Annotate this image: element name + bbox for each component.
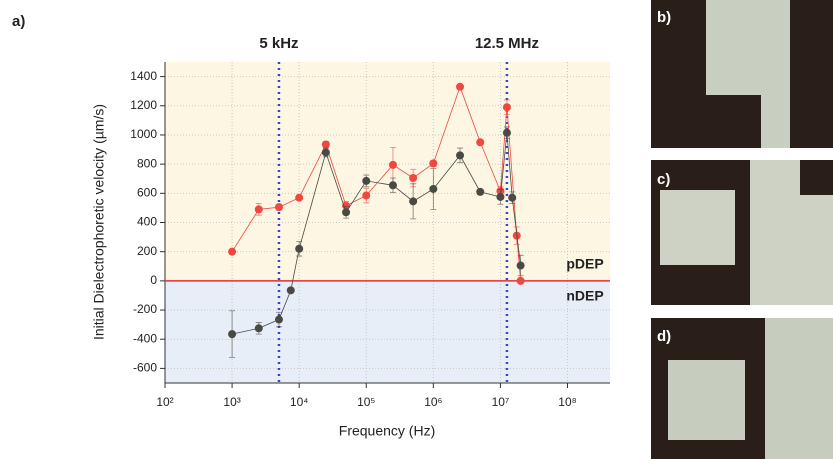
data-point bbox=[321, 148, 330, 157]
electrode bbox=[651, 318, 765, 459]
y-tick-label: -400 bbox=[133, 331, 157, 345]
y-tick-label: -600 bbox=[133, 361, 157, 375]
data-point bbox=[476, 138, 485, 147]
data-point bbox=[388, 160, 397, 169]
micrograph bbox=[651, 0, 833, 459]
marker-label: 5 kHz bbox=[259, 35, 298, 52]
data-point bbox=[496, 192, 505, 201]
data-point bbox=[456, 151, 465, 160]
data-point bbox=[502, 128, 511, 137]
x-tick-label: 10² bbox=[156, 395, 173, 409]
y-tick-label: 400 bbox=[137, 215, 157, 229]
data-point bbox=[516, 261, 525, 270]
region-negative bbox=[165, 280, 610, 383]
data-point bbox=[476, 187, 485, 196]
data-point bbox=[409, 197, 418, 206]
data-point bbox=[228, 247, 237, 256]
electrode bbox=[790, 0, 833, 148]
y-tick-label: -200 bbox=[133, 302, 157, 316]
region-label: pDEP bbox=[566, 256, 603, 272]
data-point bbox=[508, 193, 517, 202]
x-axis-label: Frequency (Hz) bbox=[339, 423, 435, 439]
x-tick-label: 10⁴ bbox=[290, 395, 309, 409]
data-point bbox=[429, 159, 438, 168]
y-axis-label: Initial Dielectrophoretic velocity (µm/s… bbox=[91, 104, 107, 340]
x-tick-label: 10⁵ bbox=[357, 395, 375, 409]
data-point bbox=[456, 82, 465, 91]
data-point bbox=[295, 244, 304, 253]
y-tick-label: 1400 bbox=[130, 69, 157, 83]
data-point bbox=[362, 191, 371, 200]
data-point bbox=[362, 176, 371, 185]
region-label: nDEP bbox=[566, 288, 603, 304]
data-point bbox=[254, 205, 263, 214]
data-point bbox=[409, 173, 418, 182]
data-point bbox=[274, 203, 283, 212]
y-tick-label: 600 bbox=[137, 185, 157, 199]
data-point bbox=[388, 181, 397, 190]
data-point bbox=[295, 193, 304, 202]
electrode bbox=[706, 95, 761, 148]
y-tick-label: 1000 bbox=[130, 127, 157, 141]
image-label: c) bbox=[657, 171, 670, 188]
x-tick-label: 10³ bbox=[223, 395, 240, 409]
data-point bbox=[502, 103, 511, 112]
data-point bbox=[516, 276, 525, 285]
x-tick-label: 10⁸ bbox=[558, 395, 576, 409]
data-point bbox=[429, 184, 438, 193]
series-line bbox=[231, 85, 522, 281]
x-tick-label: 10⁷ bbox=[492, 395, 510, 409]
data-point bbox=[228, 330, 237, 339]
data-point bbox=[321, 140, 330, 149]
data-point bbox=[342, 208, 351, 217]
y-tick-label: 800 bbox=[137, 156, 157, 170]
x-tick-label: 10⁶ bbox=[424, 395, 442, 409]
electrode bbox=[651, 0, 706, 148]
data-point bbox=[254, 324, 263, 333]
data-point bbox=[342, 201, 351, 210]
electrode bbox=[651, 160, 750, 305]
data-point bbox=[286, 286, 295, 295]
image-label: d) bbox=[657, 328, 671, 345]
plot: -600 -400 -200 0 200 400 600 800 1000 1200 1400 10²… bbox=[130, 35, 610, 409]
y-tick-label: 1200 bbox=[130, 98, 157, 112]
image-label: b) bbox=[657, 9, 671, 26]
y-tick-label: 0 bbox=[150, 273, 157, 287]
data-point bbox=[274, 315, 283, 324]
electrode bbox=[800, 160, 833, 195]
marker-label: 12.5 MHz bbox=[475, 35, 539, 52]
panel-label: a) bbox=[12, 13, 25, 30]
y-tick-label: 200 bbox=[137, 244, 157, 258]
